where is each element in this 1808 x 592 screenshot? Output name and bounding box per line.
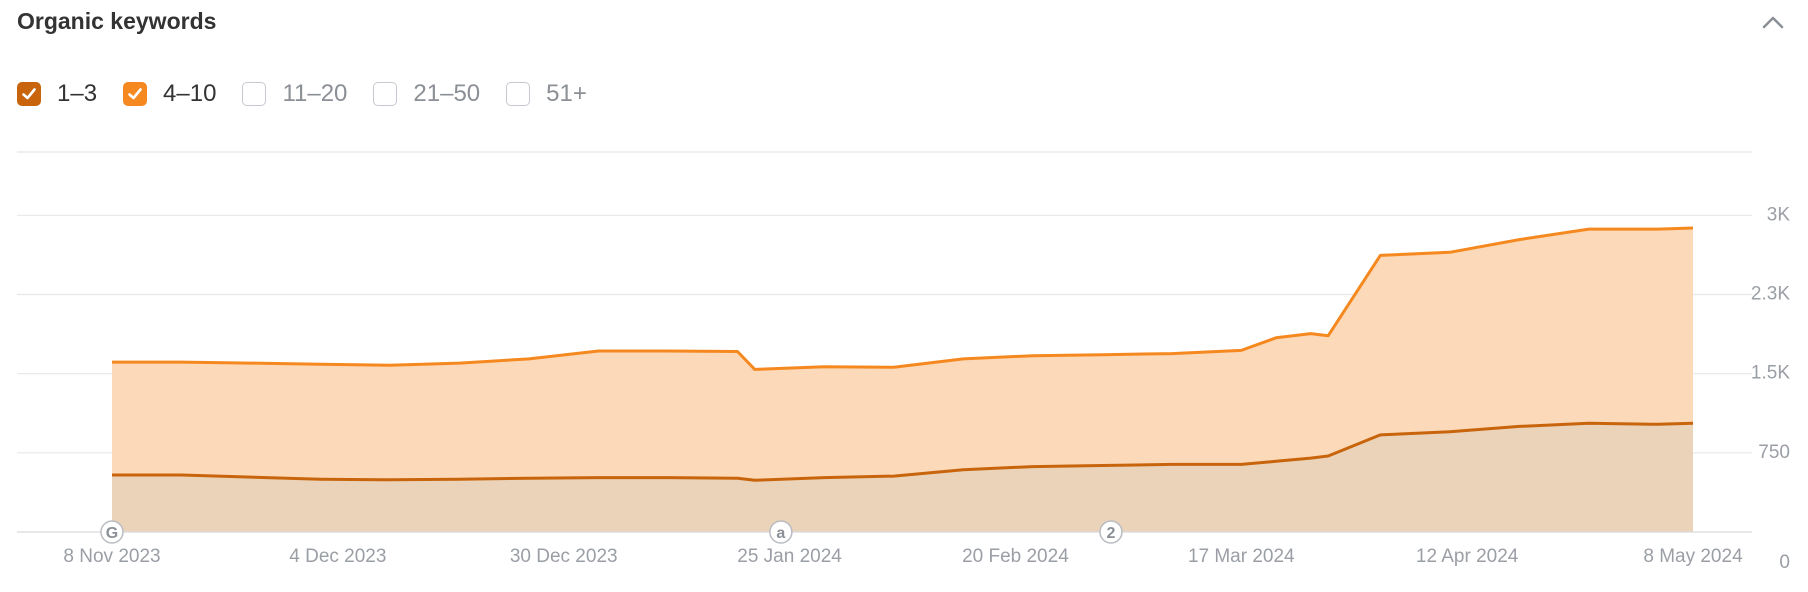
filter-4-10[interactable]: 4–10: [123, 80, 216, 108]
checkmark-icon: [128, 88, 142, 100]
collapse-button[interactable]: [1758, 8, 1788, 38]
filter-label: 1–3: [57, 80, 98, 107]
filter-label: 21–50: [413, 80, 481, 107]
checkbox[interactable]: [17, 82, 41, 106]
series-1-3-line: [112, 421, 1694, 482]
checkbox[interactable]: [506, 82, 531, 106]
y-tick-label: 750: [1758, 442, 1790, 463]
annotation-circle: [769, 520, 793, 544]
x-tick-label: 25 Jan 2024: [737, 546, 842, 567]
chevron-up-icon: [1762, 16, 1784, 29]
series-4-10-line: [112, 226, 1694, 371]
filter-1-3[interactable]: 1–3: [17, 80, 97, 108]
annotation-label: 2: [1107, 525, 1116, 542]
x-tick-label: 30 Dec 2023: [510, 546, 618, 567]
y-tick-label: 0: [1779, 552, 1790, 573]
filter-label: 4–10: [163, 80, 217, 107]
x-tick-label: 12 Apr 2024: [1416, 546, 1519, 567]
filter-label: 11–20: [282, 80, 348, 107]
x-tick-label: 20 Feb 2024: [962, 546, 1069, 567]
y-tick-label: 2.3K: [1751, 284, 1790, 305]
series-1-3-area: [112, 423, 1693, 532]
position-filters: 1–3 4–10 11–20 21–50 51+: [17, 80, 613, 108]
x-tick-label: 17 Mar 2024: [1188, 546, 1295, 567]
annotation-circle: [100, 520, 124, 544]
x-tick-label: 8 Nov 2023: [63, 546, 160, 567]
y-tick-label: 3K: [1767, 204, 1791, 225]
x-tick-label: 8 May 2024: [1643, 546, 1743, 567]
annotation-circle: [1099, 520, 1123, 544]
checkbox[interactable]: [242, 82, 267, 106]
x-tick-label: 4 Dec 2023: [289, 546, 386, 567]
page-title: Organic keywords: [17, 8, 217, 34]
filter-51plus[interactable]: 51+: [506, 80, 587, 108]
annotation-marker[interactable]: a: [769, 520, 793, 544]
checkmark-icon: [22, 88, 36, 100]
annotation-label: G: [106, 525, 118, 542]
filter-11-20[interactable]: 11–20: [242, 80, 347, 108]
filter-label: 51+: [546, 80, 587, 107]
checkbox[interactable]: [123, 82, 148, 106]
annotation-label: a: [776, 525, 785, 542]
filter-21-50[interactable]: 21–50: [373, 80, 480, 108]
y-tick-label: 1.5K: [1751, 363, 1790, 384]
series-4-10-area: [112, 228, 1693, 481]
annotation-marker[interactable]: 2: [1099, 520, 1123, 544]
annotation-marker[interactable]: G: [100, 520, 124, 544]
checkbox[interactable]: [373, 82, 398, 106]
